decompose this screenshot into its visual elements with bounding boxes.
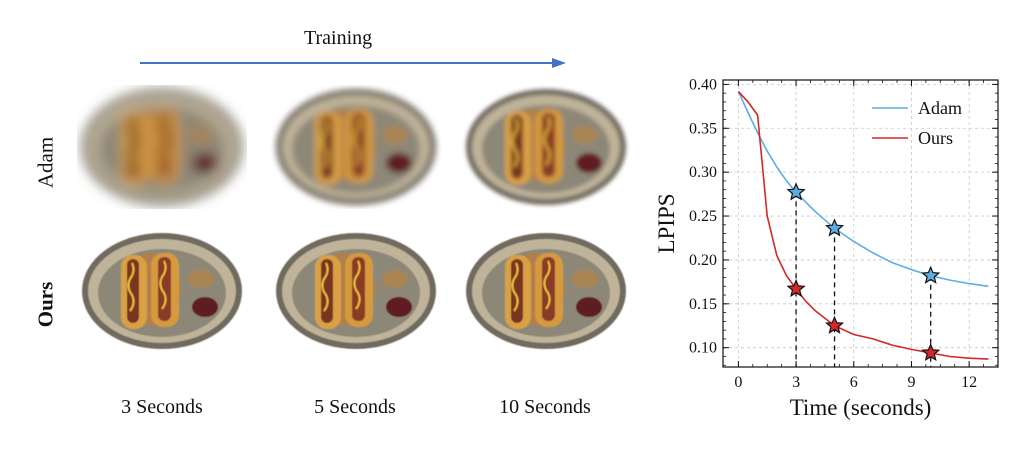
x-tick-label: 3: [792, 374, 800, 391]
food-plate-image: [276, 233, 436, 349]
star-marker-icon: [786, 278, 806, 298]
x-tick-label: 0: [734, 374, 742, 391]
food-plate-image: [466, 89, 626, 205]
y-tick-label: 0.15: [689, 296, 717, 313]
food-plate-image: [82, 233, 242, 349]
star-marker-icon: [786, 182, 806, 201]
series-line-adam: [737, 91, 989, 288]
row-label-ours: Ours: [33, 281, 58, 328]
y-tick-label: 0.10: [689, 340, 717, 357]
arrow-right-icon: [140, 58, 566, 68]
x-tick-label: 9: [907, 374, 915, 391]
legend-label-ours: Ours: [918, 128, 953, 148]
star-marker-icon: [825, 315, 845, 334]
y-axis-label: LPIPS: [654, 193, 679, 253]
food-plate-image: [82, 89, 242, 205]
column-label-10s: 10 Seconds: [499, 396, 591, 418]
x-tick-label: 6: [850, 374, 858, 391]
y-tick-label: 0.30: [689, 164, 717, 181]
y-tick-label: 0.25: [689, 208, 717, 225]
column-label-3s: 3 Seconds: [121, 396, 203, 418]
x-axis-label: Time (seconds): [790, 395, 932, 420]
legend-label-adam: Adam: [918, 98, 962, 118]
x-tick-label: 12: [961, 374, 977, 391]
column-label-5s: 5 Seconds: [314, 396, 396, 418]
star-marker-icon: [921, 342, 941, 362]
star-marker-icon: [921, 265, 941, 284]
y-tick-label: 0.35: [689, 120, 717, 137]
training-label: Training: [304, 27, 373, 49]
star-marker-icon: [825, 218, 845, 237]
y-tick-label: 0.20: [689, 252, 717, 269]
lpips-chart: 0 3 6 9 12 0.10 0.15 0.20 0.25 0.30 0.35 0.40 Time (…: [654, 76, 999, 420]
food-plate-image: [276, 89, 436, 205]
y-tick-label: 0.40: [689, 76, 717, 93]
row-label-adam: Adam: [33, 136, 58, 189]
plot-frame: [722, 79, 999, 368]
food-plate-image: [466, 233, 626, 349]
